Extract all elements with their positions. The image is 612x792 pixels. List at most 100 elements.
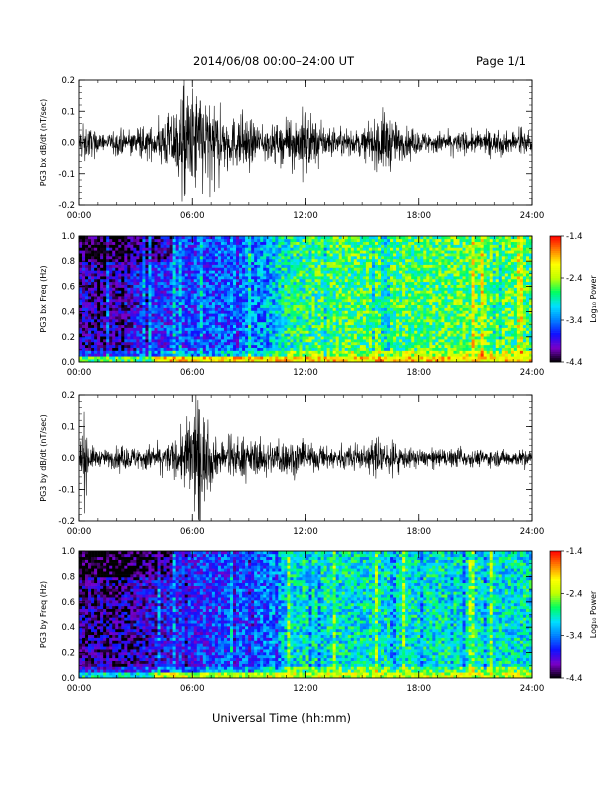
bx-spec-cell — [214, 336, 219, 340]
bx-spec-cell — [281, 356, 285, 360]
bx-spec-cell — [323, 341, 327, 346]
bx-spec-cell — [377, 270, 382, 274]
bx-spec-cell — [79, 333, 83, 337]
bx-spec-cell — [217, 333, 222, 337]
bx-spec-cell — [399, 290, 403, 294]
bx-spec-cell — [139, 287, 143, 291]
bx-spec-cell — [377, 276, 382, 280]
bx-spec-cell — [139, 250, 143, 254]
bx-spec-cell — [136, 307, 140, 311]
bx-spec-cell — [145, 313, 149, 317]
bx-spec-cell — [97, 287, 101, 291]
bx-spec-cell — [269, 299, 273, 303]
bx-spec-cell — [344, 307, 349, 311]
bx-spec-cell — [166, 319, 170, 323]
bx-spec-cell — [287, 287, 291, 291]
bx-spec-cell — [381, 356, 385, 360]
bx-spec-cell — [326, 287, 330, 291]
bx-spec-cell — [296, 241, 300, 245]
bx-spec-cell — [239, 236, 243, 240]
bx-spec-cell — [148, 250, 152, 254]
bx-spec-cell — [359, 336, 364, 340]
bx-spec-cell — [320, 267, 324, 271]
bx-spec-cell — [326, 236, 330, 240]
bx-spec-cell — [317, 270, 321, 274]
bx-spec-cell — [245, 264, 249, 268]
bx-spec-cell — [118, 281, 122, 285]
bx-spec-cell — [396, 313, 400, 317]
bx-spec-cell — [281, 267, 285, 271]
bx-spec-cell — [187, 261, 192, 265]
bx-spec-cell — [172, 296, 176, 300]
bx-spec-cell — [284, 270, 288, 274]
bx-spec-cell — [260, 324, 264, 328]
bx-spec-cell — [311, 333, 315, 337]
bx-spec-cell — [169, 310, 173, 314]
bx-spec-cell — [82, 327, 86, 331]
bx-spec-cell — [124, 313, 128, 317]
bx-spec-cell — [139, 290, 143, 294]
bx-spec-cell — [326, 244, 330, 248]
bx-spec-cell — [145, 238, 149, 243]
bx-spec-cell — [94, 241, 98, 245]
bx-spec-cell — [381, 284, 385, 288]
bx-spec-cell — [311, 324, 315, 328]
bx-spec-cell — [293, 278, 297, 283]
bx-spec-cell — [133, 336, 137, 340]
bx-spec-cell — [109, 273, 113, 277]
bx-spec-cell — [88, 236, 92, 240]
bx-spec-cell — [202, 333, 207, 337]
bx-spec-cell — [399, 301, 403, 306]
bx-spec-cell — [263, 319, 267, 323]
bx-spec-cell — [317, 284, 321, 288]
bx-spec-cell — [335, 324, 340, 328]
bx-spec-cell — [233, 353, 237, 357]
bx-spec-cell — [293, 316, 297, 320]
bx-spec-cell — [154, 330, 158, 334]
bx-spec-cell — [299, 333, 303, 337]
bx-spec-cell — [278, 327, 282, 331]
bx-spec-cell — [326, 256, 330, 260]
bx-spec-cell — [245, 310, 249, 314]
bx-spec-cell — [411, 313, 415, 317]
bx-spec-cell — [154, 339, 158, 343]
bx-spec-cell — [390, 247, 394, 251]
bx-spec-cell — [91, 307, 95, 311]
bx-spec-cell — [384, 296, 388, 300]
bx-spec-cell — [387, 284, 391, 288]
bx-spec-cell — [381, 341, 385, 346]
bx-spec-cell — [381, 287, 385, 291]
bx-spec-cell — [85, 247, 89, 251]
bx-spec-cell — [223, 310, 228, 314]
bx-spec-cell — [184, 330, 189, 334]
bx-spec-cell — [365, 270, 370, 274]
bx-spec-cell — [154, 304, 158, 308]
bx-spec-cell — [362, 236, 367, 240]
bx-spec-cell — [220, 287, 225, 291]
bx-spec-cell — [202, 247, 207, 251]
bx-spec-cell — [91, 284, 95, 288]
bx-spec-cell — [202, 336, 207, 340]
bx-spec-cell — [374, 296, 379, 300]
bx-spec-cell — [157, 339, 161, 343]
bx-spec-cell — [332, 270, 336, 274]
bx-spec-cell — [181, 281, 185, 285]
bx-spec-cell — [338, 281, 343, 285]
bx-spec-cell — [399, 310, 403, 314]
bx-spec-cell — [124, 261, 128, 265]
bx-spec-cell — [320, 339, 324, 343]
bx-spec-cell — [103, 281, 107, 285]
bx-spec-cell — [139, 313, 143, 317]
bx-spec-cell — [353, 307, 358, 311]
bx-spec-cell — [136, 241, 140, 245]
bx-spec-cell — [211, 327, 216, 331]
bx-spec-cell — [199, 341, 204, 346]
bx-spec-cell — [308, 267, 312, 271]
bx-spec-cell — [332, 333, 336, 337]
bx-spec-cell — [136, 336, 140, 340]
bx-spec-cell — [371, 301, 376, 306]
bx-spec-cell — [263, 333, 267, 337]
bx-spec-cell — [154, 244, 158, 248]
bx-spec-cell — [387, 356, 391, 360]
bx-spec-cell — [387, 310, 391, 314]
